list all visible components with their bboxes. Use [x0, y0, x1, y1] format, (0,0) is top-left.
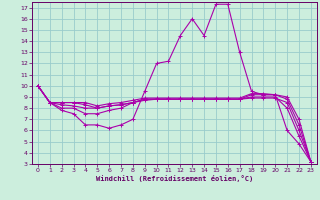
X-axis label: Windchill (Refroidissement éolien,°C): Windchill (Refroidissement éolien,°C): [96, 175, 253, 182]
